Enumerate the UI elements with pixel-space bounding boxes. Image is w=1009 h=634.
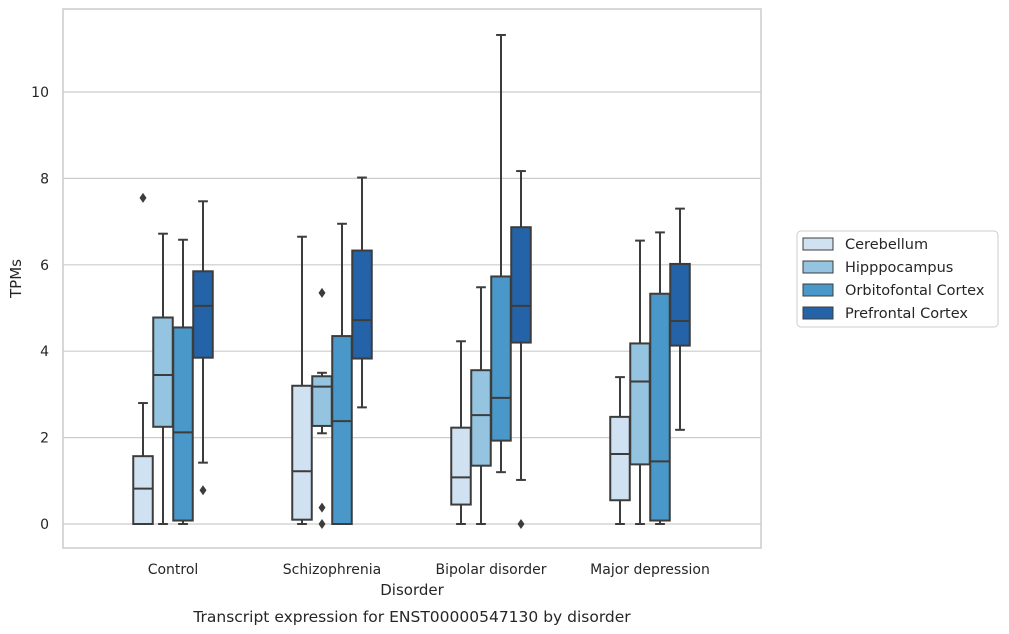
legend-swatch — [802, 283, 834, 297]
x-tick-label: Major depression — [590, 562, 710, 578]
outlier-point — [318, 519, 326, 529]
x-axis-label: Disorder — [380, 581, 444, 599]
box — [132, 192, 154, 525]
box — [331, 222, 353, 525]
plot-frame — [62, 8, 762, 549]
legend: Cerebellum Hipppocampus Orbitofontal Corte… — [796, 230, 999, 328]
legend-label: Prefrontal Cortex — [845, 306, 968, 322]
box-iqr — [649, 292, 671, 522]
box — [609, 376, 631, 525]
legend-swatch — [802, 260, 834, 274]
y-tick-label: 4 — [40, 344, 49, 360]
box — [629, 239, 651, 525]
x-tick-labels: Control Schizophrenia Bipolar disorder Majo… — [148, 562, 710, 578]
box — [311, 287, 333, 529]
box — [351, 176, 373, 409]
box-iqr — [132, 455, 154, 525]
box — [450, 340, 472, 525]
box-iqr — [490, 275, 512, 442]
box-iqr — [510, 226, 532, 344]
y-tick-label: 2 — [40, 431, 49, 447]
box-iqr — [450, 426, 472, 506]
box — [669, 207, 691, 431]
box-iqr — [192, 270, 214, 359]
x-tick-label: Schizophrenia — [283, 562, 381, 578]
y-tick-label: 6 — [40, 258, 49, 274]
y-tick-labels: 0 2 4 6 8 10 — [31, 85, 49, 533]
x-tick-label: Control — [148, 562, 199, 578]
box — [510, 170, 532, 529]
outlier-point — [318, 502, 326, 513]
box-iqr — [351, 249, 373, 360]
chart-caption: Transcript expression for ENST0000054713… — [192, 608, 631, 626]
legend-label: Hipppocampus — [845, 260, 953, 276]
outlier-point — [318, 287, 326, 298]
outlier-point — [517, 519, 525, 529]
outlier-point — [139, 192, 147, 203]
box-iqr — [311, 375, 333, 427]
y-tick-label: 8 — [40, 171, 49, 187]
legend-label: Cerebellum — [845, 237, 928, 253]
legend-label: Orbitofontal Cortex — [845, 283, 985, 299]
box — [172, 238, 194, 525]
legend-swatch — [802, 237, 834, 251]
box-iqr — [152, 316, 174, 428]
box — [470, 286, 492, 525]
x-tick-label: Bipolar disorder — [435, 562, 546, 578]
box — [490, 33, 512, 474]
box-iqr — [609, 415, 631, 502]
box-iqr — [629, 342, 651, 466]
y-tick-label: 0 — [40, 517, 49, 533]
box-iqr — [669, 262, 691, 347]
legend-frame — [796, 230, 999, 328]
y-axis-label: TPMs — [7, 259, 25, 299]
box-iqr — [291, 384, 313, 521]
box-iqr — [470, 369, 492, 467]
box — [291, 235, 313, 525]
box — [649, 231, 671, 525]
legend-swatch — [802, 306, 834, 320]
outlier-point — [199, 485, 207, 496]
box — [192, 200, 214, 496]
box — [152, 232, 174, 525]
y-tick-label: 10 — [31, 85, 49, 101]
boxes — [132, 33, 691, 529]
box-iqr — [331, 335, 353, 525]
box-iqr — [172, 326, 194, 522]
